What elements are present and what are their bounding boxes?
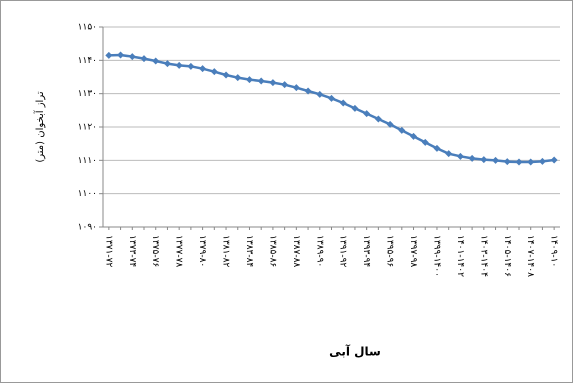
data-marker — [199, 65, 207, 73]
x-tick-label: ۱۳۷۳-۷۴ — [127, 235, 137, 267]
data-marker — [187, 62, 195, 70]
data-marker — [398, 126, 406, 134]
data-marker — [386, 120, 394, 128]
data-marker — [234, 74, 242, 82]
data-marker — [316, 90, 324, 98]
data-marker — [152, 57, 160, 65]
x-tick-label: ۱۳۸۳-۸۴ — [244, 235, 254, 267]
data-marker — [433, 144, 441, 152]
x-tick-label: ۱۳۹۳-۹۴ — [361, 235, 371, 267]
data-marker — [527, 158, 535, 166]
data-marker — [328, 94, 335, 102]
x-tick-label: ۱۳۷۵-۷۶ — [150, 235, 160, 267]
x-tick-label: ۱۳۷۷-۷۸ — [174, 235, 184, 267]
x-tick-label: ۱۳۸۵-۸۶ — [267, 235, 277, 267]
y-tick-label: ۱۰۹۰ — [78, 223, 97, 233]
x-tick-label: ۱۴۰۱-۱۴۰۲ — [455, 235, 465, 277]
data-marker — [550, 156, 558, 164]
data-marker — [515, 158, 523, 166]
data-marker — [257, 77, 265, 85]
x-tick-label: ۱۳۸۹-۹۰ — [314, 235, 324, 267]
y-tick-label: ۱۱۱۰ — [78, 156, 97, 166]
data-marker — [281, 81, 289, 89]
x-tick-label: ۱۴۰۳-۱۴۰۴ — [478, 235, 488, 277]
data-marker — [456, 152, 464, 160]
y-tick-label: ۱۱۰۰ — [78, 189, 97, 199]
data-marker — [292, 84, 300, 92]
x-tick-label: ۱۳۷۹-۸۰ — [197, 235, 207, 267]
data-marker — [492, 156, 500, 164]
x-tick-label: ۱۳۸۱-۸۲ — [221, 235, 231, 267]
data-marker — [140, 55, 148, 63]
data-marker — [445, 150, 453, 158]
x-tick-label: ۱۳۷۱-۷۲ — [103, 235, 113, 267]
data-marker — [128, 53, 136, 61]
data-marker — [410, 132, 418, 140]
data-marker — [351, 104, 359, 112]
y-axis-title: تراز آبخوان (متر) — [33, 91, 46, 162]
data-marker — [269, 79, 277, 87]
data-marker — [222, 71, 230, 79]
y-tick-label: ۱۱۳۰ — [78, 89, 97, 99]
x-tick-label: ۱۳۹۷-۹۸ — [408, 235, 418, 267]
data-marker — [538, 157, 546, 165]
data-marker — [105, 51, 113, 59]
x-tick-label: ۱۳۸۷-۸۸ — [291, 235, 301, 267]
x-tick-label: ۱۳۹۱-۹۲ — [338, 235, 348, 267]
x-tick-label: ۱۳۹۵-۹۶ — [385, 235, 395, 267]
data-marker — [363, 110, 371, 118]
y-tick-label: ۱۱۵۰ — [78, 23, 97, 33]
x-tick-label: ۱۴۰۵-۱۴۰۶ — [502, 235, 512, 277]
data-marker — [163, 60, 171, 68]
data-marker — [503, 158, 511, 166]
data-marker — [480, 156, 488, 164]
data-marker — [421, 138, 429, 146]
data-marker — [468, 154, 476, 162]
x-tick-label: ۱۴۰۷-۱۴۰۸ — [525, 235, 535, 277]
x-tick-label: ۱۴۰۹-۱۰ — [549, 235, 559, 267]
x-axis-title: سال آبی — [329, 344, 381, 359]
data-marker — [245, 76, 253, 84]
data-marker — [339, 99, 347, 107]
data-marker — [304, 87, 312, 95]
data-marker — [374, 115, 382, 123]
data-marker — [210, 68, 218, 76]
x-tick-label: ۱۳۹۹-۱۴۰۰ — [431, 235, 441, 277]
data-marker — [117, 51, 125, 59]
y-tick-label: ۱۱۴۰ — [78, 56, 97, 66]
y-tick-label: ۱۱۲۰ — [78, 123, 97, 133]
data-marker — [175, 61, 183, 69]
